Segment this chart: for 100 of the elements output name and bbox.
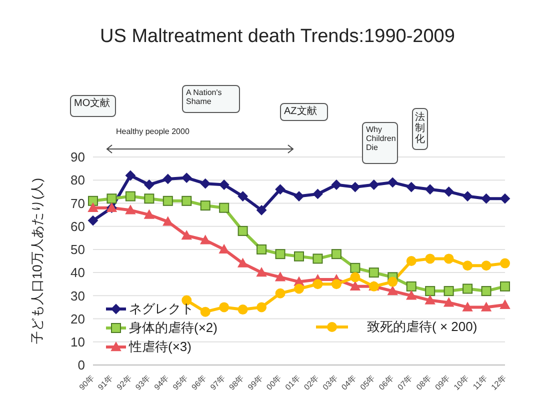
point — [106, 194, 117, 204]
point — [388, 286, 398, 296]
point — [125, 205, 136, 214]
x-tick-label: 96年 — [190, 374, 208, 392]
speech-bubble: AZ文献 — [280, 103, 328, 121]
point — [219, 302, 230, 312]
speech-bubble: MO文献 — [70, 95, 116, 117]
point — [200, 235, 210, 244]
point — [406, 290, 416, 300]
point — [425, 254, 436, 264]
y-tick-label: 50 — [70, 242, 85, 258]
point — [219, 244, 230, 254]
point — [462, 302, 473, 312]
point — [182, 295, 192, 306]
point — [144, 210, 154, 219]
point — [350, 272, 360, 282]
point — [238, 226, 248, 236]
chart-title: US Maltreatment death Trends:1990-2009 — [99, 26, 456, 48]
point — [219, 202, 230, 213]
point — [406, 182, 416, 192]
point — [350, 182, 360, 192]
point — [444, 298, 454, 307]
x-tick-label: 02年 — [302, 374, 321, 392]
y-tick-label: 70 — [70, 196, 85, 211]
point — [462, 260, 473, 271]
point — [331, 279, 342, 290]
point — [182, 196, 192, 206]
point — [256, 205, 267, 216]
point — [331, 180, 342, 190]
y-axis-title: 子ども人口10万人あたり(人) — [30, 178, 45, 344]
point — [500, 300, 510, 310]
point — [219, 180, 230, 190]
x-tick-label: 91年 — [96, 374, 115, 392]
point — [481, 286, 492, 296]
x-tick-label: 12年 — [490, 374, 508, 392]
y-tick-label: 30 — [70, 288, 85, 304]
x-tick-label: 06年 — [377, 374, 396, 392]
legend-label: ネグレクト — [129, 300, 194, 318]
x-tick-label: 90年 — [78, 374, 96, 392]
x-tick-label: 92年 — [115, 374, 134, 392]
point — [481, 194, 492, 204]
x-tick-label: 08年 — [414, 374, 433, 392]
point — [500, 281, 510, 292]
y-tick-label: 10 — [70, 334, 85, 350]
point — [294, 251, 304, 262]
point — [162, 174, 173, 184]
point — [256, 302, 267, 312]
point — [462, 191, 473, 202]
speech-bubble: A Nation's Shame — [182, 85, 240, 113]
speech-bubble: Why Children Die — [362, 122, 398, 164]
point — [294, 284, 304, 294]
point — [331, 249, 342, 260]
point — [500, 258, 510, 268]
point — [312, 254, 323, 264]
point — [88, 196, 98, 206]
legend-label: 致死的虐待( × 200) — [367, 318, 478, 336]
point — [200, 306, 210, 317]
x-tick-label: 11年 — [471, 374, 490, 392]
point — [406, 256, 416, 266]
x-tick-label: 99年 — [246, 374, 264, 392]
point — [444, 286, 454, 296]
point — [125, 170, 136, 180]
point — [144, 194, 154, 204]
x-tick-label: 07年 — [396, 374, 414, 392]
point — [162, 216, 173, 226]
x-tick-label: 10年 — [452, 374, 470, 392]
point — [238, 304, 248, 315]
y-tick-label: 40 — [70, 265, 85, 280]
point — [481, 302, 492, 312]
point — [350, 262, 360, 273]
point — [481, 260, 492, 271]
x-tick-label: 01年 — [284, 374, 302, 392]
point — [444, 186, 454, 197]
x-tick-label: 05年 — [358, 374, 377, 392]
point — [388, 276, 398, 287]
x-tick-label: 95年 — [171, 374, 190, 392]
x-tick-label: 04年 — [340, 374, 358, 392]
point — [88, 202, 98, 212]
x-tick-label: 03年 — [321, 374, 340, 392]
point — [238, 258, 248, 268]
point — [200, 178, 210, 189]
point — [200, 200, 210, 211]
point — [294, 191, 304, 202]
x-tick-label: 09年 — [433, 374, 452, 392]
x-tick-label: 93年 — [134, 374, 152, 392]
point — [425, 295, 436, 304]
point — [162, 196, 173, 206]
point — [462, 284, 473, 294]
x-tick-label: 94年 — [152, 374, 171, 392]
point — [125, 191, 136, 202]
point — [275, 288, 286, 298]
y-tick-label: 80 — [70, 172, 85, 188]
point — [144, 180, 154, 190]
y-tick-label: 0 — [78, 358, 85, 373]
legend-label: 身体的虐待(×2) — [129, 319, 218, 337]
point — [368, 180, 379, 190]
y-tick-label: 90 — [70, 150, 85, 165]
point — [256, 268, 267, 277]
point — [425, 286, 436, 296]
point — [88, 216, 98, 226]
